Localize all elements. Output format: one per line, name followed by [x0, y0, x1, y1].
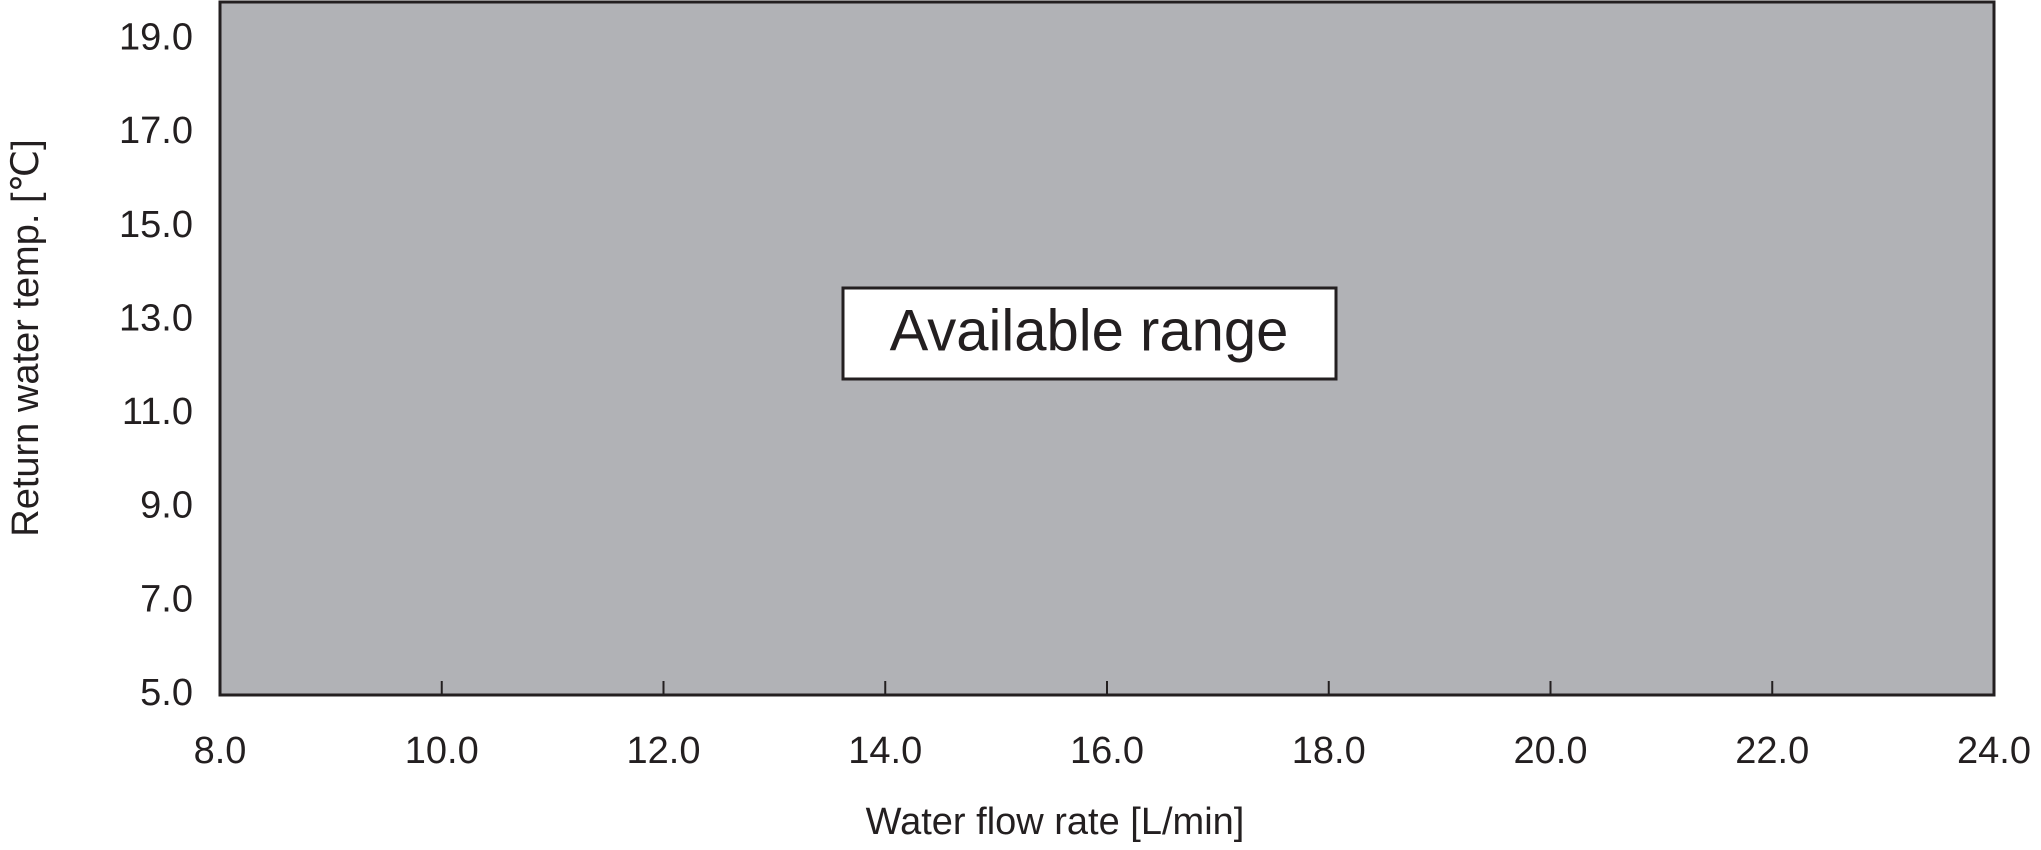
x-tick-label: 20.0: [1514, 730, 1588, 772]
annotation-box: [841, 286, 1338, 381]
x-tick-label: 14.0: [848, 730, 922, 772]
y-tick-label: 19.0: [119, 16, 193, 58]
y-tick-label: 13.0: [119, 297, 193, 339]
y-tick-label: 5.0: [140, 672, 193, 714]
x-axis-title: Water flow rate [L/min]: [866, 801, 1245, 843]
y-tick-label: 7.0: [140, 578, 193, 620]
x-tick-label: 16.0: [1070, 730, 1144, 772]
annotation: Available range: [890, 298, 1289, 363]
y-axis-title: Return water temp. [℃]: [5, 139, 47, 536]
x-tick-label: 10.0: [405, 730, 479, 772]
x-tick-label: 12.0: [627, 730, 701, 772]
y-tick-label: 15.0: [119, 204, 193, 246]
y-tick-label: 11.0: [122, 391, 193, 433]
y-tick-label: 9.0: [140, 485, 193, 527]
x-tick-label: 18.0: [1292, 730, 1366, 772]
x-tick-label: 8.0: [194, 730, 247, 772]
y-tick-label: 17.0: [119, 110, 193, 152]
x-tick-label: 24.0: [1957, 730, 2031, 772]
x-tick-label: 22.0: [1735, 730, 1809, 772]
